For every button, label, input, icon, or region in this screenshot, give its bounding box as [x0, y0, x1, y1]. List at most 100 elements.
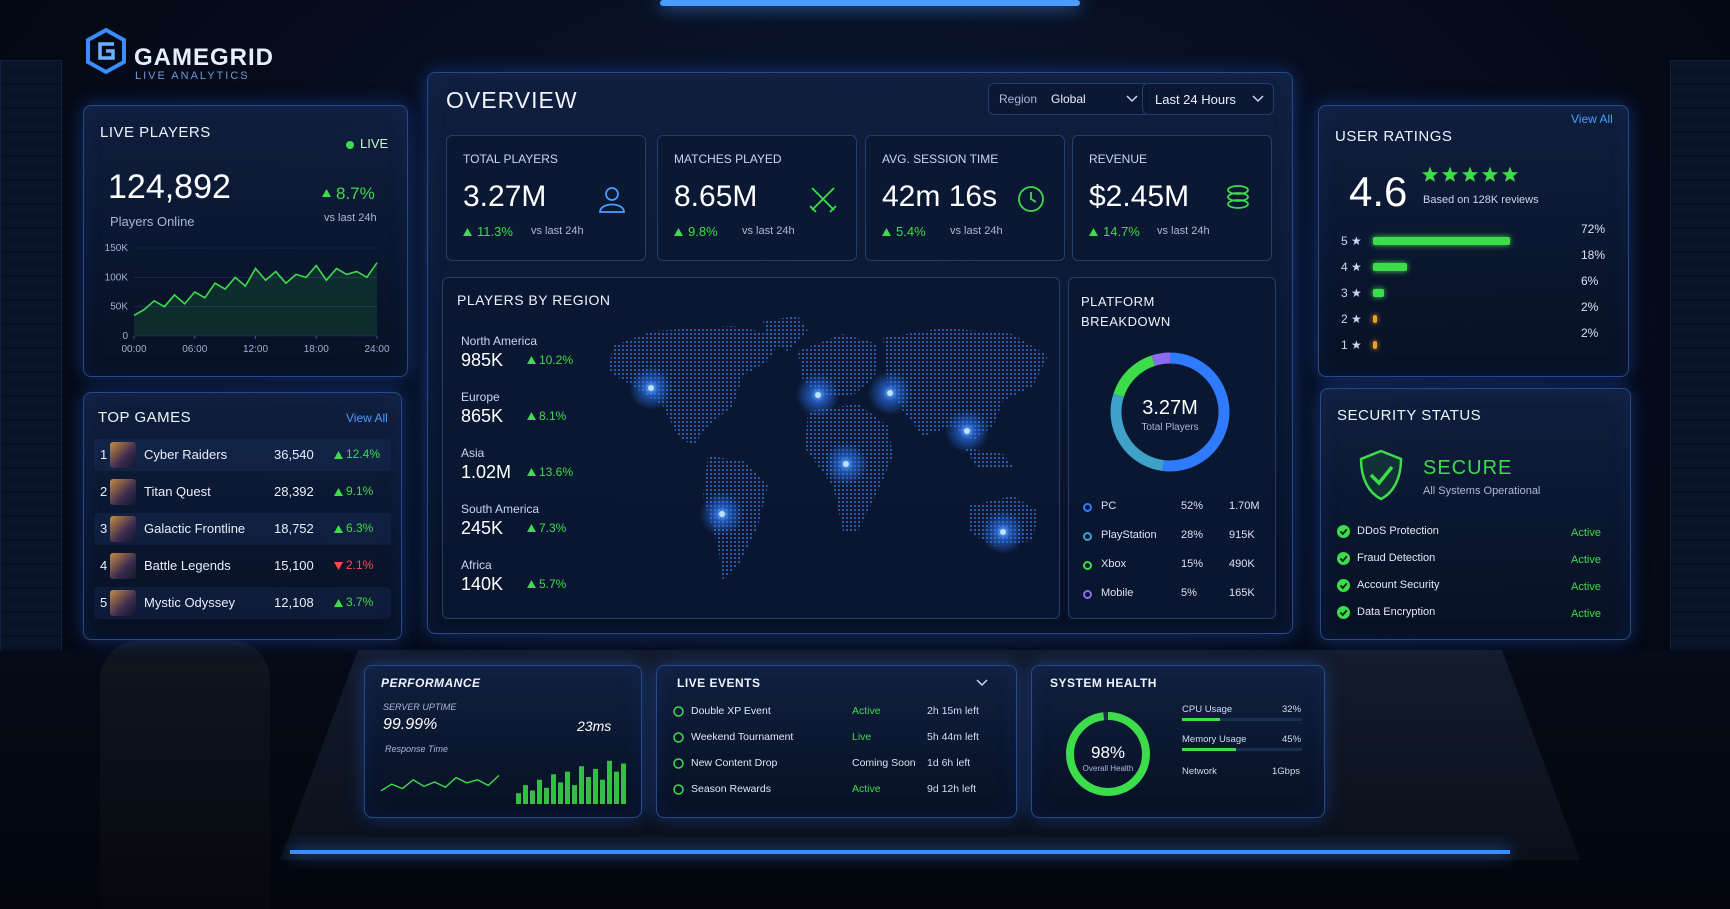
- bar: [572, 785, 577, 804]
- rating-percent: 6%: [1581, 274, 1599, 288]
- rank: 4: [100, 558, 108, 573]
- top-games-panel: TOP GAMES View All 1 Cyber Raiders 36,540 12.…: [83, 392, 402, 640]
- view-all: View All: [1571, 112, 1613, 126]
- change: 6.3%: [346, 521, 374, 535]
- kpi-label: TOTAL PLAYERS: [463, 152, 558, 166]
- legend-dot-shape: [1083, 532, 1092, 541]
- panel-title: TOP GAMES: [98, 409, 192, 426]
- logo-icon: [86, 27, 126, 75]
- continent: [883, 328, 1048, 441]
- y-tick-label: 150K: [105, 243, 129, 254]
- uptime-value: 99.99%: [383, 716, 438, 733]
- arrow-shape: [527, 524, 536, 532]
- security-item: Data Encryption: [1357, 606, 1436, 618]
- change: 12.4%: [346, 447, 381, 461]
- kpi-change: 11.3%: [477, 224, 513, 239]
- up-arrow: [1089, 228, 1098, 236]
- overview-title: OVERVIEW: [446, 87, 578, 113]
- overview-panel: OVERVIEW Region Global Last 24 Hours TOTAL P…: [427, 72, 1293, 634]
- bar: [523, 785, 528, 804]
- legend-name: Xbox: [1101, 558, 1127, 570]
- legend-dot: [1083, 561, 1092, 570]
- event-icon: [673, 706, 684, 717]
- up-arrow: [334, 488, 343, 496]
- security-state: Active: [1571, 581, 1601, 593]
- rank: 1: [100, 447, 108, 462]
- bar: [621, 763, 626, 804]
- shield-shape: [1359, 449, 1403, 501]
- change: 3.7%: [346, 595, 374, 609]
- game-name: Mystic Odyssey: [144, 595, 236, 610]
- metric-track: [1182, 718, 1302, 721]
- region-name: North America: [461, 334, 538, 348]
- world-map: [608, 316, 1048, 581]
- donut-segment: [1162, 352, 1230, 472]
- check-mark: [1339, 555, 1348, 563]
- live-events-panel: LIVE EVENTS Double XP Event Active 2h 15m l…: [656, 665, 1017, 818]
- hotspot: [887, 390, 893, 396]
- kpi-label: AVG. SESSION TIME: [882, 152, 999, 166]
- up-arrow: [527, 412, 536, 420]
- icon-part: [1227, 185, 1249, 195]
- panel-title: PLAYERS BY REGION: [457, 292, 611, 308]
- player-count: 36,540: [274, 447, 314, 462]
- game-thumbnail: [110, 516, 136, 542]
- bar: [530, 790, 535, 804]
- kpi-icon: [599, 187, 625, 213]
- rating-note: Based on 128K reviews: [1423, 194, 1539, 206]
- rating-category: 5 ★: [1341, 234, 1362, 248]
- star: [1501, 166, 1519, 182]
- region-change: 5.7%: [539, 577, 567, 591]
- legend-name: PlayStation: [1101, 529, 1157, 541]
- check-icon: [1337, 579, 1350, 592]
- hotspot: [1000, 529, 1006, 535]
- up-arrow: [882, 228, 891, 236]
- player-count: 124,892: [108, 168, 231, 206]
- player-count: 28,392: [274, 484, 314, 499]
- metric-bar: [1182, 748, 1236, 751]
- check-icon: [1337, 606, 1350, 619]
- live-status: LIVE: [360, 136, 389, 151]
- game-row: 5 Mystic Odyssey 12,108 3.7%: [94, 587, 391, 619]
- arrow-shape: [527, 412, 536, 420]
- region-name: Africa: [461, 558, 492, 572]
- up-arrow: [334, 525, 343, 533]
- icon-part: [605, 187, 619, 201]
- rating-bar: [1373, 315, 1377, 323]
- shield-icon: [1359, 449, 1403, 501]
- kpi-value: $2.45M: [1089, 180, 1190, 213]
- desk-glow: [290, 850, 1510, 854]
- rank: 2: [100, 484, 108, 499]
- area-glow: [134, 262, 377, 336]
- kpi-value: 3.27M: [463, 180, 547, 213]
- icon-part: [1018, 186, 1044, 212]
- kpi-value: 8.65M: [674, 180, 758, 213]
- chevron: [1252, 95, 1264, 103]
- x-tick-label: 12:00: [243, 344, 268, 355]
- rating-percent: 72%: [1581, 222, 1606, 236]
- game-name: Battle Legends: [144, 558, 231, 573]
- star: [1461, 166, 1479, 182]
- up-arrow: [334, 599, 343, 607]
- arrow-shape: [527, 468, 536, 476]
- arrow-shape: [527, 356, 536, 364]
- game-row: 4 Battle Legends 15,100 2.1%: [94, 550, 391, 582]
- star: [1441, 166, 1459, 182]
- continent: [965, 448, 1015, 468]
- event-name: New Content Drop: [691, 757, 778, 769]
- event-time: 2h 15m left: [927, 705, 979, 717]
- legend-dot: [1083, 532, 1092, 541]
- arrow-shape: [334, 525, 343, 533]
- legend-dot: [1083, 590, 1092, 599]
- game-thumbnail: [110, 590, 136, 616]
- security-item: DDoS Protection: [1357, 525, 1439, 537]
- event-name: Season Rewards: [691, 783, 771, 795]
- region-panel: PLAYERS BY REGION North America 985K 10.2% E…: [442, 277, 1060, 619]
- check-shape: [1369, 465, 1394, 486]
- bar: [565, 771, 570, 804]
- hotspot: [648, 385, 654, 391]
- metric-track: [1182, 748, 1302, 751]
- event-icon-shape: [673, 758, 684, 769]
- event-icon-shape: [673, 732, 684, 743]
- bar: [544, 787, 549, 804]
